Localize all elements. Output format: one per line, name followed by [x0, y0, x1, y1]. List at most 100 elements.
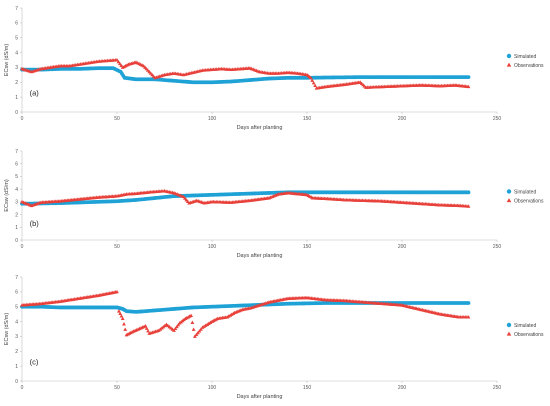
y-tick-label: 1 [15, 95, 18, 101]
observation-point [311, 81, 316, 85]
x-tick-label: 100 [208, 116, 217, 122]
observation-point [199, 327, 203, 331]
x-tick-label: 150 [303, 116, 312, 122]
y-tick-label: 4 [15, 319, 18, 325]
x-tick-label: 200 [398, 116, 407, 122]
legend-observations-marker [506, 331, 512, 336]
observation-point [143, 324, 148, 328]
observation-point [226, 314, 231, 318]
observation-point [123, 327, 128, 331]
y-tick-label: 3 [15, 334, 18, 340]
y-tick-label: 4 [15, 50, 18, 56]
x-tick-label: 100 [208, 385, 217, 391]
observation-point [115, 289, 119, 294]
observation-point [200, 325, 205, 329]
y-tick-label: 1 [15, 364, 18, 370]
observation-point [208, 320, 213, 324]
observation-point [228, 313, 233, 317]
observation-point [144, 326, 149, 330]
observation-point [190, 320, 195, 324]
observation-point [206, 321, 211, 325]
simulated-point [466, 190, 471, 195]
legend-simulated-label: Simulated [514, 323, 536, 329]
y-tick-label: 0 [15, 110, 18, 116]
x-tick-label: 200 [398, 244, 407, 250]
x-tick-label: 50 [114, 116, 120, 122]
x-tick-label: 50 [114, 385, 120, 391]
y-tick-label: 3 [15, 65, 18, 71]
observation-point [194, 332, 199, 337]
y-tick-label: 2 [15, 212, 18, 218]
y-tick-label: 7 [15, 6, 18, 12]
x-tick-label: 200 [398, 385, 407, 391]
observation-point [308, 75, 313, 80]
observation-point [146, 328, 150, 333]
observation-point [172, 328, 176, 332]
observation-point [122, 322, 126, 326]
observation-point [466, 315, 471, 319]
y-tick-label: 6 [15, 21, 18, 27]
observation-point [117, 309, 121, 313]
observation-point [119, 314, 124, 318]
x-axis-title: Days after planting [237, 125, 283, 131]
y-tick-label: 1 [15, 225, 18, 231]
legend-observations-marker [506, 198, 512, 203]
x-tick-label: 250 [493, 244, 502, 250]
x-tick-label: 250 [493, 116, 502, 122]
legend-simulated-marker [506, 189, 512, 194]
observation-point [196, 330, 200, 335]
y-tick-label: 7 [15, 149, 18, 155]
observation-point [115, 58, 119, 62]
observation-point [229, 312, 234, 316]
observation-point [193, 334, 197, 338]
x-tick-label: 250 [493, 385, 502, 391]
x-tick-label: 150 [303, 385, 312, 391]
simulated-point [466, 301, 471, 305]
legend-simulated-marker [506, 53, 512, 59]
x-axis-title: Days after planting [237, 394, 283, 400]
y-tick-label: 0 [15, 379, 18, 385]
x-tick-label: 0 [21, 116, 24, 122]
panel-label: (b) [30, 219, 40, 228]
y-axis-title: ECsw (dS/m) [4, 313, 10, 346]
x-tick-label: 100 [208, 244, 217, 250]
observation-point [466, 84, 471, 89]
observation-point [120, 316, 125, 320]
observation-point [231, 311, 236, 315]
x-tick-label: 150 [303, 244, 312, 250]
legend-simulated-label: Simulated [514, 189, 536, 195]
observation-point [174, 324, 179, 329]
observation-point [176, 322, 181, 327]
y-tick-label: 3 [15, 200, 18, 206]
y-tick-label: 6 [15, 290, 18, 296]
x-axis-title: Days after planting [237, 253, 283, 259]
y-tick-label: 5 [15, 305, 18, 311]
y-tick-label: 2 [15, 80, 18, 86]
observation-point [225, 315, 230, 319]
y-tick-label: 2 [15, 349, 18, 355]
panel-label: (c) [30, 357, 39, 366]
observation-point [197, 329, 202, 333]
observation-point [310, 78, 315, 82]
y-tick-label: 5 [15, 174, 18, 180]
observation-point [116, 59, 121, 64]
legend-observations-label: Observations [514, 63, 544, 69]
observation-point [117, 61, 122, 66]
y-axis-title: ECsw (dS/m) [4, 44, 10, 77]
observation-point [466, 204, 471, 208]
legend-observations-marker [506, 62, 512, 67]
panel-label: (a) [30, 88, 40, 97]
observation-point [191, 327, 196, 331]
observation-point [313, 83, 317, 88]
legend-observations-label: Observations [514, 198, 544, 204]
y-tick-label: 5 [15, 36, 18, 42]
y-axis-title: ECsw (dS/m) [4, 179, 10, 212]
x-tick-label: 50 [114, 244, 120, 250]
observation-point [205, 322, 210, 326]
legend-observations-label: Observations [514, 332, 544, 338]
y-tick-label: 7 [15, 275, 18, 281]
observation-point [203, 323, 208, 327]
observation-point [202, 324, 206, 328]
y-tick-label: 4 [15, 187, 18, 193]
simulated-point [466, 75, 471, 79]
